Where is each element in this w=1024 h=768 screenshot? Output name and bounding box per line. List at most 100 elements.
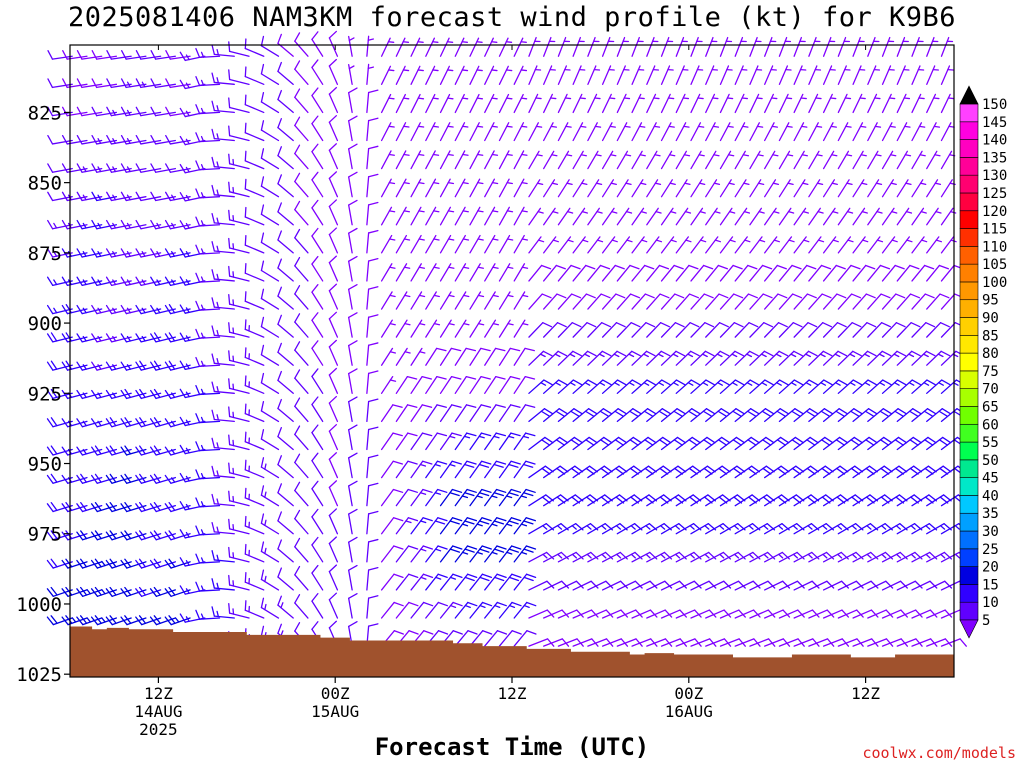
wind-barb [513,150,528,170]
barb-feather [805,410,816,417]
wind-barb [911,638,938,647]
barb-feather [65,558,73,568]
barb-feather [76,50,83,60]
wind-barb [631,350,656,366]
wind-barb [822,93,837,114]
barb-feather [228,294,231,305]
barb-feather [120,446,128,456]
wind-barb [395,319,411,338]
barb-feather [747,467,757,475]
wind-barb [881,580,908,591]
barb-shaft [896,379,913,394]
barb-shaft [690,150,702,170]
wind-barb [557,122,572,142]
barb-feather [264,519,267,527]
barb-feather [595,154,602,157]
barb-feather [776,439,787,446]
barb-feather [697,97,704,100]
wind-barb [719,150,735,170]
wind-barb [211,578,235,591]
wind-barb [410,234,425,254]
barb-shaft [311,38,324,57]
barb-shaft [690,379,707,394]
barb-feather [150,134,157,145]
barb-feather [914,580,923,589]
barb-shaft [454,347,467,366]
wind-barb [425,545,448,563]
barb-shaft [940,122,952,142]
barb-feather [244,487,247,499]
barb-shaft [837,322,853,338]
wind-barb [105,248,132,258]
barb-shaft [244,300,265,310]
barb-feather [868,465,878,473]
barb-feather [807,525,813,530]
barb-feather [922,353,929,358]
barb-feather [179,585,186,595]
barb-feather [643,410,654,417]
barb-feather [105,389,113,400]
wind-barb [528,36,541,57]
colorbar-box [959,246,979,265]
barb-feather [723,580,732,589]
barb-feather [687,382,694,386]
barb-feather [437,517,448,522]
barb-feather [168,303,176,314]
wind-barb [881,638,909,647]
barb-feather [600,467,610,475]
barb-feather [437,601,449,607]
barb-feather [164,418,172,428]
colorbar-label: 65 [982,399,999,415]
wind-barb [881,236,898,254]
wind-barb [690,93,704,114]
wind-barb [513,319,529,338]
wind-barb [498,319,514,338]
barb-feather [417,153,425,156]
barb-feather [625,210,633,214]
wind-barb [837,150,853,170]
barb-shaft [764,609,784,619]
barb-shaft [926,36,935,57]
wind-barb [764,293,788,310]
wind-barb [439,460,462,479]
wind-barb [76,248,103,258]
wind-barb [195,553,221,564]
wind-barb [867,93,881,114]
barb-feather [422,460,433,465]
barb-feather [447,125,454,128]
barb-feather [105,304,113,315]
barb-feather [179,276,186,286]
colorbar-label: 140 [982,133,1007,149]
barb-feather [179,416,186,427]
barb-feather [761,264,773,270]
barb-feather [496,601,507,607]
wind-barb [395,517,419,535]
credit-link[interactable]: coolwx.com/models [862,744,1016,762]
barb-feather [260,569,265,581]
barb-feather [638,125,646,128]
wind-barb [106,134,132,145]
barb-feather [418,210,425,213]
barb-feather [392,460,404,465]
wind-barb [91,248,118,258]
wind-barb [660,179,676,198]
barb-shaft [311,207,324,226]
barb-feather [311,536,319,546]
barb-shaft [587,236,601,254]
barb-shaft [822,179,836,198]
barb-feather [402,69,410,72]
barb-shaft [572,122,584,142]
barb-shaft [140,224,162,230]
barb-shaft [822,379,840,394]
barb-feather [126,166,131,173]
barb-shaft [294,433,309,451]
barb-shaft [410,347,423,366]
wind-barb [837,36,851,57]
barb-shaft [822,36,832,57]
wind-barb [277,89,294,114]
barb-feather [856,609,864,618]
wind-barb [135,78,162,89]
wind-barb [135,163,162,173]
barb-shaft [439,234,452,254]
barb-feather [727,154,735,157]
